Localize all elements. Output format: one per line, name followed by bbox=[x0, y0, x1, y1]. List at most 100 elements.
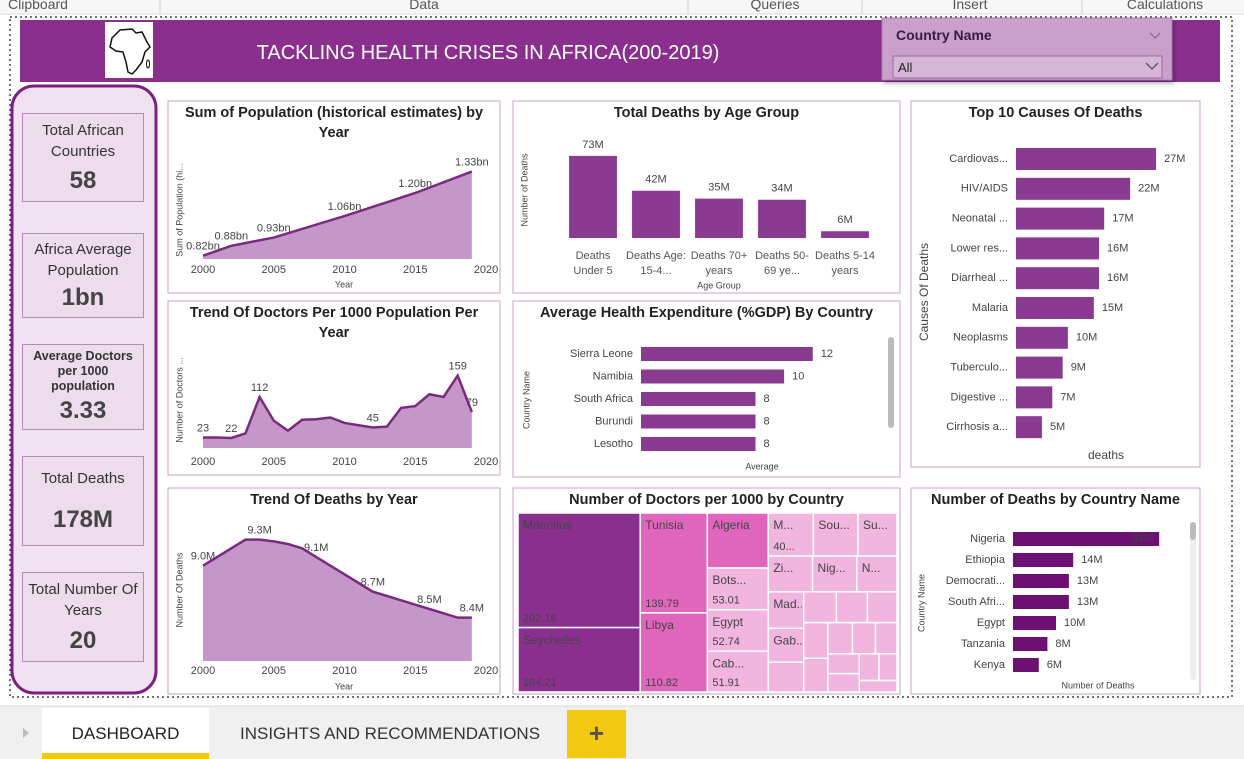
treemap-tile bbox=[802, 591, 838, 624]
x-axis-label: Average bbox=[745, 461, 778, 471]
kpi-value: 3.33 bbox=[59, 396, 107, 424]
kpi-label: Total Deaths bbox=[41, 470, 125, 488]
add-tab-label[interactable]: + bbox=[588, 718, 605, 748]
y-axis-label: Sum of Population (hi... bbox=[174, 163, 184, 257]
treemap-tile bbox=[857, 512, 898, 557]
treemap-tile bbox=[827, 653, 861, 675]
scrollbar-track bbox=[1190, 522, 1196, 680]
x-tick-label: 2020 bbox=[474, 456, 498, 468]
data-label: 13M bbox=[1077, 596, 1098, 608]
y-tick-label: HIV/AIDS bbox=[961, 183, 1008, 195]
y-tick-label: Ethiopia bbox=[965, 554, 1006, 566]
data-label: 17M bbox=[1112, 213, 1133, 225]
area-fill bbox=[203, 375, 472, 448]
y-tick-label: Kenya bbox=[974, 659, 1006, 671]
data-label: 22M bbox=[1138, 183, 1159, 195]
data-label: 9.3M bbox=[247, 525, 271, 537]
data-label: 6M bbox=[837, 214, 852, 226]
y-tick-label: Lesotho bbox=[594, 438, 633, 450]
area-fill bbox=[203, 171, 472, 259]
treemap-tile bbox=[767, 591, 805, 630]
kpi-value: 178M bbox=[52, 505, 114, 533]
treemap-tile bbox=[858, 679, 898, 693]
panel bbox=[910, 487, 1201, 695]
tab-label[interactable]: DASHBOARD bbox=[71, 724, 180, 743]
data-label: 34M bbox=[771, 183, 792, 195]
data-label: 5M bbox=[1050, 421, 1065, 433]
data-label: 112 bbox=[251, 382, 269, 394]
x-tick-label: 2005 bbox=[262, 456, 286, 468]
y-tick-label: Neonatal ... bbox=[952, 213, 1008, 225]
data-label: 0.82bn bbox=[186, 241, 220, 253]
tile-label: Seychelles bbox=[523, 633, 581, 647]
bar bbox=[641, 392, 756, 406]
data-label: 10M bbox=[1076, 332, 1097, 344]
y-axis-label: Country Name bbox=[521, 371, 531, 429]
tab-scroll-arrow[interactable] bbox=[23, 728, 29, 738]
x-axis-label: Year bbox=[335, 279, 353, 289]
bar bbox=[1016, 237, 1099, 260]
treemap-tile bbox=[802, 657, 829, 693]
tile-value: 52.74 bbox=[712, 636, 740, 648]
slicer-value[interactable]: All bbox=[898, 60, 913, 75]
data-label: 16M bbox=[1107, 242, 1128, 254]
treemap-tile bbox=[858, 653, 880, 682]
tab-active[interactable] bbox=[42, 708, 209, 759]
add-tab[interactable] bbox=[567, 710, 626, 758]
chart-title: Total Deaths by Age Group bbox=[613, 105, 800, 121]
tile-label: Sou... bbox=[818, 518, 849, 532]
data-label: 42M bbox=[645, 174, 666, 186]
data-label: 27M bbox=[1164, 153, 1185, 165]
y-tick-label: Lower res... bbox=[951, 242, 1008, 254]
y-axis-label: Causes Of Deaths bbox=[917, 243, 931, 341]
treemap-tile bbox=[827, 621, 854, 655]
ribbon-group: Insert bbox=[952, 0, 988, 12]
data-label: 23 bbox=[197, 422, 209, 434]
tab-active-underline bbox=[42, 753, 209, 759]
bar bbox=[1016, 356, 1063, 379]
ribbon-group: Queries bbox=[750, 0, 800, 12]
y-tick-label: Malaria bbox=[972, 302, 1009, 314]
kpi-value: 58 bbox=[69, 167, 97, 195]
treemap-tile bbox=[812, 512, 859, 557]
tile-label: Libya bbox=[645, 618, 674, 632]
area-line bbox=[202, 170, 473, 257]
data-label: 1.33bn bbox=[455, 156, 489, 168]
tab-label[interactable]: INSIGHTS AND RECOMMENDATIONS bbox=[240, 724, 541, 743]
x-axis-label: Age Group bbox=[697, 280, 741, 290]
tile-value: 40... bbox=[773, 541, 794, 553]
treemap-tile bbox=[639, 612, 709, 693]
x-tick-label: 2015 bbox=[403, 456, 427, 468]
ribbon-group: Clipboard bbox=[8, 0, 68, 12]
tile-value: 164.21 bbox=[523, 677, 557, 689]
y-tick-label: Digestive ... bbox=[951, 391, 1008, 403]
tile-label: Su... bbox=[863, 518, 888, 532]
kpi-value: 20 bbox=[69, 627, 97, 654]
data-label: 22 bbox=[225, 423, 237, 435]
x-tick-label: 2010 bbox=[332, 456, 356, 468]
tile-value: 110.82 bbox=[645, 677, 678, 689]
bar bbox=[641, 347, 813, 361]
data-label: 10M bbox=[1064, 617, 1085, 629]
data-label: 9.1M bbox=[304, 542, 328, 554]
data-label: 9M bbox=[1071, 362, 1086, 374]
bar bbox=[1016, 148, 1157, 170]
tile-label: Algeria bbox=[712, 518, 750, 532]
tile-label: Gab... bbox=[773, 634, 806, 648]
madagascar-icon bbox=[146, 59, 150, 69]
africa-icon bbox=[109, 28, 151, 75]
tile-label: M... bbox=[773, 518, 793, 532]
y-tick-label: South Afri... bbox=[948, 596, 1005, 608]
bar bbox=[641, 414, 756, 429]
y-tick-label: South Africa bbox=[574, 393, 634, 405]
data-label: 16M bbox=[1107, 272, 1128, 284]
data-label: 45 bbox=[367, 412, 379, 424]
slicer-dropdown[interactable] bbox=[892, 55, 1163, 79]
treemap-tile bbox=[851, 621, 877, 655]
x-tick-label: 2000 bbox=[191, 456, 215, 468]
tile-label: Tunisia bbox=[645, 518, 684, 532]
data-label: 0.88bn bbox=[214, 231, 248, 243]
treemap-tile bbox=[706, 512, 770, 569]
y-tick-label: Tuberculo... bbox=[950, 362, 1008, 374]
